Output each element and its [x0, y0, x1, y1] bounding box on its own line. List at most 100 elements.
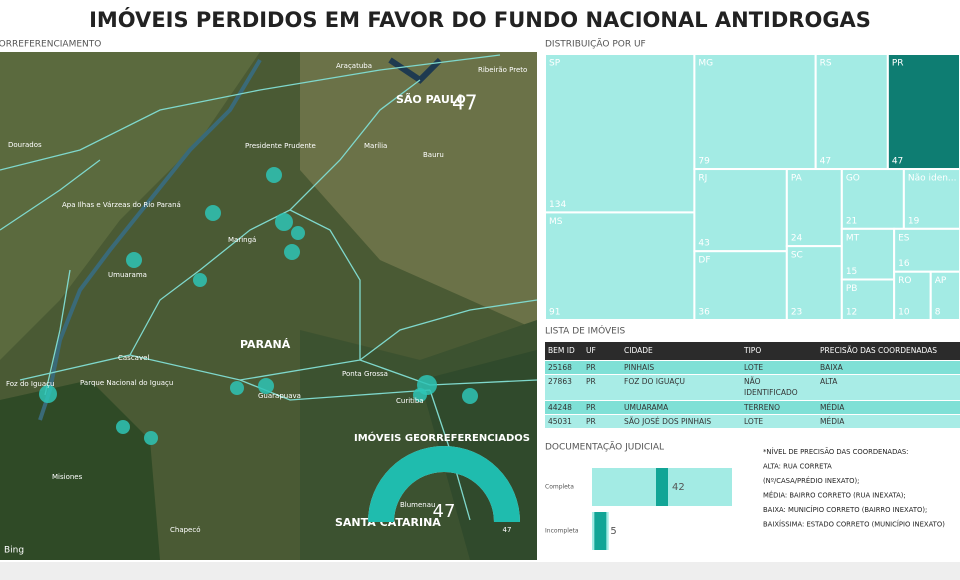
point[interactable] — [266, 167, 282, 183]
table-cell: PR — [586, 363, 596, 372]
treemap-cell — [886, 53, 960, 171]
treemap-label: SC — [791, 251, 803, 261]
table-row — [545, 401, 960, 414]
table-title: LISTA DE IMÓVEIS — [545, 325, 626, 337]
map-place: Araçatuba — [336, 62, 372, 70]
note-line: BAIXÍSSIMA: ESTADO CORRETO (MUNICÍPIO IN… — [763, 520, 945, 529]
treemap-value: 8 — [935, 308, 941, 318]
treemap-value: 47 — [892, 157, 903, 167]
map-title: GEORREFERENCIAMENTO — [0, 40, 101, 50]
treemap-value: 15 — [846, 267, 857, 277]
footer-bar — [0, 562, 960, 580]
map-place: Apa Ilhas e Várzeas do Rio Paraná — [62, 201, 181, 209]
map-place: Chapecó — [170, 526, 201, 534]
roads — [0, 54, 537, 521]
point[interactable] — [126, 252, 142, 268]
map-place: Marília — [364, 142, 387, 150]
point[interactable] — [258, 378, 274, 394]
bar-category: Completa — [545, 484, 574, 491]
map-place: Maringá — [228, 236, 256, 244]
point[interactable] — [413, 388, 427, 402]
cluster-count[interactable]: 47 — [452, 91, 477, 115]
point[interactable] — [39, 385, 57, 403]
table-header: BEM ID — [548, 346, 575, 355]
note-line: (Nº/CASA/PRÉDIO INEXATO); — [763, 476, 859, 485]
terrain — [300, 52, 537, 330]
note-line: ALTA: RUA CORRETA — [763, 463, 832, 471]
bar-category: Incompleta — [545, 528, 579, 535]
map-place: Ponta Grossa — [342, 370, 388, 378]
table-cell: BAIXA — [820, 363, 844, 372]
table-cell: 45031 — [548, 417, 572, 426]
note-line: MÉDIA: BAIRRO CORRETO (RUA INEXATA); — [763, 491, 906, 500]
treemap-label: MT — [846, 233, 860, 243]
table-header: UF — [586, 346, 596, 355]
table-cell: TERRENO — [743, 403, 780, 412]
treemap-label: SP — [549, 59, 561, 69]
table-cell: ALTA — [820, 377, 838, 386]
point[interactable] — [205, 205, 221, 221]
treemap-label: GO — [846, 174, 860, 184]
map[interactable]: SÃO PAULO PARANÁ SANTA CATARINA Dourados… — [0, 52, 537, 560]
point[interactable] — [230, 381, 244, 395]
point[interactable] — [284, 244, 300, 260]
map-attribution: Bing — [4, 546, 24, 556]
treemap-label: MG — [698, 59, 713, 69]
point[interactable] — [275, 213, 293, 231]
treemap-cell — [902, 168, 960, 230]
treemap-value: 10 — [898, 308, 910, 318]
point[interactable] — [462, 388, 478, 404]
map-place: Foz do Iguaçu — [6, 380, 54, 388]
treemap-cell — [544, 53, 696, 214]
treemap-value: 21 — [846, 216, 857, 226]
treemap-cell — [544, 211, 696, 321]
treemap-value: 91 — [549, 308, 560, 318]
table-cell: 25168 — [548, 363, 572, 372]
table-cell: FOZ DO IGUAÇU — [624, 377, 685, 386]
treemap-value: 19 — [908, 216, 920, 226]
map-place: Curitiba — [396, 397, 424, 405]
table-cell: 44248 — [548, 403, 572, 412]
treemap-cell — [693, 168, 788, 253]
treemap-label: PA — [791, 174, 803, 184]
treemap-cell — [785, 168, 843, 248]
map-place: SANTA CATARINA — [335, 516, 441, 529]
treemap-label: PB — [846, 284, 858, 294]
treemap-value: 134 — [549, 200, 566, 210]
gauge-title: IMÓVEIS GEORREFERENCIADOS — [354, 431, 530, 444]
map-place: Ribeirão Preto — [478, 66, 527, 74]
table-cell: PINHAIS — [624, 363, 654, 372]
bar-value: 42 — [672, 482, 685, 493]
treemap-label: PR — [892, 59, 904, 69]
point[interactable] — [291, 226, 305, 240]
note-line: *NÍVEL DE PRECISÃO DAS COORDENADAS: — [763, 447, 908, 456]
map-place: Umuarama — [108, 271, 147, 279]
table-cell: NÃO IDENTIFICADO — [744, 377, 798, 397]
map-place: Misiones — [52, 473, 83, 481]
treemap-cell — [814, 53, 889, 171]
table-cell: 27863 — [548, 377, 572, 386]
table-cell: PR — [586, 403, 596, 412]
bar-value: 5 — [610, 526, 616, 537]
table-header: PRECISÃO DAS COORDENADAS — [820, 346, 937, 355]
treemap-value: 79 — [698, 157, 710, 167]
point[interactable] — [116, 420, 130, 434]
point[interactable] — [144, 431, 158, 445]
treemap-label: RO — [898, 276, 911, 286]
table-cell: MÉDIA — [820, 403, 845, 412]
treemap-label: DF — [698, 256, 710, 266]
table-header: CIDADE — [624, 346, 653, 355]
note-line: BAIXA: MUNICÍPIO CORRETO (BAIRRO INEXATO… — [763, 505, 927, 514]
map-place: Presidente Prudente — [245, 142, 316, 150]
map-place: Cascavel — [118, 354, 149, 362]
gauge-fill — [368, 446, 520, 522]
table-row — [545, 375, 960, 400]
table-row — [545, 361, 960, 374]
point[interactable] — [193, 273, 207, 287]
treemap-label: RS — [820, 59, 832, 69]
map-place: Guarapuava — [258, 392, 301, 400]
treemap-label: AP — [935, 276, 947, 286]
table-cell: PR — [586, 417, 596, 426]
bar-marker — [594, 512, 607, 550]
